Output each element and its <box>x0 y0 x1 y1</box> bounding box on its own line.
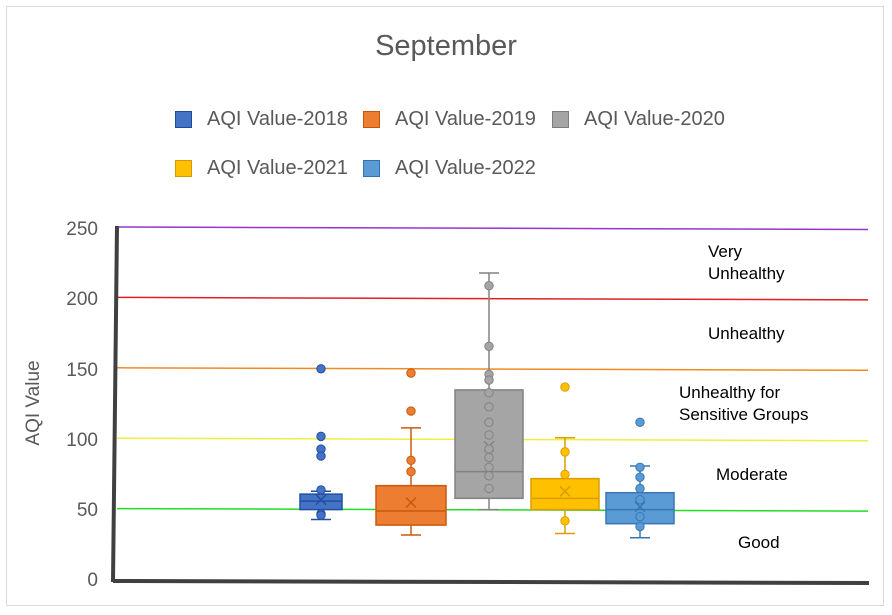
chart-title: September <box>375 30 517 62</box>
data-point <box>635 462 645 473</box>
legend-swatch <box>552 111 569 128</box>
legend-item-2018: AQI Value-2018 <box>175 108 348 131</box>
legend-swatch <box>175 111 192 128</box>
zone-label-line: Very <box>708 242 743 261</box>
data-point <box>406 406 416 416</box>
zone-label-good: Good <box>738 532 780 554</box>
data-point <box>406 368 416 378</box>
data-point <box>406 455 416 466</box>
data-point <box>560 382 570 392</box>
box-aqi-value-2019 <box>375 484 447 526</box>
y-tick-label: 150 <box>66 360 98 381</box>
data-point <box>484 462 494 473</box>
zone-label-line: Moderate <box>716 465 788 484</box>
x-axis-line <box>112 579 870 585</box>
data-point <box>316 510 326 520</box>
legend-item-2022: AQI Value-2022 <box>363 157 536 180</box>
data-point <box>484 402 494 412</box>
legend-item-2021: AQI Value-2021 <box>175 157 348 180</box>
data-point <box>484 388 494 398</box>
data-point <box>560 447 570 457</box>
chart-frame <box>6 6 884 606</box>
y-tick-label: 0 <box>87 570 98 591</box>
zone-label-sensitive-groups: Unhealthy for Sensitive Groups <box>679 382 808 426</box>
data-point <box>484 417 494 428</box>
reference-line <box>116 296 869 301</box>
legend-item-2019: AQI Value-2019 <box>363 108 536 131</box>
mean-marker <box>315 494 327 506</box>
legend-swatch <box>175 160 192 177</box>
y-tick-label: 50 <box>76 500 98 521</box>
y-tick-label: 100 <box>66 430 98 451</box>
data-point <box>484 375 494 385</box>
data-point <box>560 469 570 480</box>
data-point <box>406 466 416 477</box>
zone-label-line: Unhealthy <box>708 324 785 343</box>
data-point <box>635 495 645 505</box>
mean-marker <box>634 501 646 513</box>
legend-swatch <box>363 160 380 177</box>
data-point <box>635 417 645 428</box>
mean-marker <box>559 485 571 497</box>
data-point <box>484 281 494 291</box>
box-aqi-value-2021 <box>530 477 600 511</box>
legend-item-2020: AQI Value-2020 <box>552 108 725 131</box>
data-point <box>484 483 494 494</box>
data-point <box>316 485 326 495</box>
legend-label: AQI Value-2021 <box>207 157 348 179</box>
data-point <box>484 444 494 454</box>
data-point <box>316 364 326 374</box>
data-point <box>484 430 494 440</box>
y-axis-line <box>111 225 119 583</box>
mean-marker <box>405 497 417 509</box>
zone-label-line: Good <box>738 533 780 552</box>
legend-label: AQI Value-2022 <box>395 157 536 179</box>
legend-label: AQI Value-2018 <box>207 108 348 130</box>
zone-label-moderate: Moderate <box>716 464 788 486</box>
data-point <box>635 483 645 494</box>
data-point <box>560 516 570 526</box>
zone-label-unhealthy: Unhealthy <box>708 323 785 345</box>
legend-label: AQI Value-2020 <box>584 108 725 130</box>
zone-label-line: Sensitive Groups <box>679 405 809 424</box>
data-point <box>635 511 645 522</box>
reference-line <box>116 226 869 231</box>
data-point <box>484 341 494 351</box>
data-point <box>316 431 326 442</box>
legend-swatch <box>363 111 380 128</box>
reference-line <box>116 367 869 372</box>
data-point <box>484 452 494 463</box>
zone-label-line: Unhealthy for <box>679 383 781 402</box>
zone-label-line: Unhealthy <box>708 264 785 283</box>
legend-label: AQI Value-2019 <box>395 108 536 130</box>
y-tick-label: 250 <box>66 219 98 240</box>
data-point <box>635 521 645 532</box>
data-point <box>316 451 326 461</box>
zone-label-very-unhealthy: Very Unhealthy <box>708 241 785 285</box>
data-point <box>635 472 645 482</box>
data-point <box>484 471 494 481</box>
y-tick-label: 200 <box>66 289 98 310</box>
